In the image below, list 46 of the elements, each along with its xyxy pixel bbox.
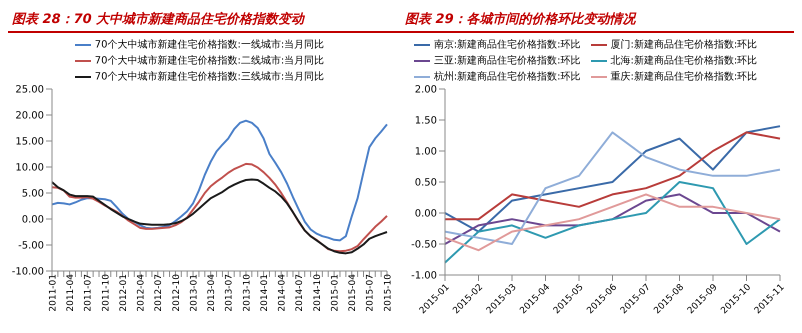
x-tick-label: 2012-10	[172, 274, 182, 312]
chart-title: 图表 29：各城市间的价格环比变动情况	[401, 8, 794, 33]
y-tick-label: 0.50	[414, 178, 437, 189]
y-tick-label: -0.50	[411, 240, 437, 251]
y-tick-label: 1.00	[414, 146, 437, 158]
x-tick-label: 2014-10	[312, 274, 323, 312]
legend-label: 杭州:新建商品住宅价格指数:环比	[434, 72, 580, 83]
y-tick-label: 0.00	[414, 208, 437, 220]
y-tick-label: 10.00	[15, 162, 44, 174]
y-tick-label: 25.00	[15, 84, 44, 96]
y-tick-label: 0.00	[22, 214, 44, 226]
legend-label: 三亚:新建商品住宅价格指数:环比	[434, 56, 580, 67]
x-tick-label: 2014-04	[278, 274, 288, 312]
legend-label: 厦门:新建商品住宅价格指数:环比	[610, 40, 758, 51]
chart-title: 图表 28：70 大中城市新建商品住宅价格指数变动	[8, 8, 401, 33]
x-tick-label: 2013-10	[242, 274, 252, 312]
legend-label: 70个大中城市新建住宅价格指数:二线城市:当月同比	[94, 56, 324, 67]
legend-label: 南京:新建商品住宅价格指数:环比	[434, 40, 580, 51]
x-tick-label: 2012-07	[154, 274, 164, 312]
legend-label: 北海:新建商品住宅价格指数:环比	[610, 56, 758, 67]
x-tick-label: 2015-07	[366, 274, 376, 312]
x-tick-label: 2011-01	[48, 274, 58, 312]
y-tick-label: -5.00	[18, 240, 44, 252]
legend-label: 重庆:新建商品住宅价格指数:环比	[610, 72, 758, 83]
y-tick-label: -1.00	[411, 270, 437, 282]
x-tick-label: 2012-04	[136, 274, 147, 312]
x-tick-label: 2015-04	[348, 274, 358, 312]
x-tick-label: 2011-04	[66, 274, 76, 312]
y-tick-label: 1.50	[414, 116, 437, 127]
x-tick-label: 2015-01	[330, 274, 340, 312]
x-tick-label: 2015-10	[383, 274, 394, 312]
x-tick-label: 2013-01	[189, 274, 200, 312]
y-tick-label: -10.00	[12, 266, 44, 278]
x-tick-label: 2013-07	[224, 274, 235, 312]
legend-label: 70个大中城市新建住宅价格指数:三线城市:当月同比	[94, 72, 324, 83]
y-tick-label: 2.00	[414, 84, 437, 96]
y-tick-label: 20.00	[15, 110, 44, 122]
x-tick-label: 2014-07	[295, 274, 306, 312]
x-tick-label: 2013-04	[207, 274, 218, 312]
y-tick-label: 5.00	[22, 188, 44, 200]
x-tick-label: 2012-01	[118, 274, 129, 312]
x-tick-label: 2014-01	[260, 274, 270, 312]
y-tick-label: 15.00	[15, 136, 44, 148]
x-tick-label: 2011-07	[84, 274, 94, 312]
x-tick-label: 2011-10	[101, 274, 112, 312]
legend-label: 70个大中城市新建住宅价格指数:一线城市:当月同比	[94, 40, 324, 51]
